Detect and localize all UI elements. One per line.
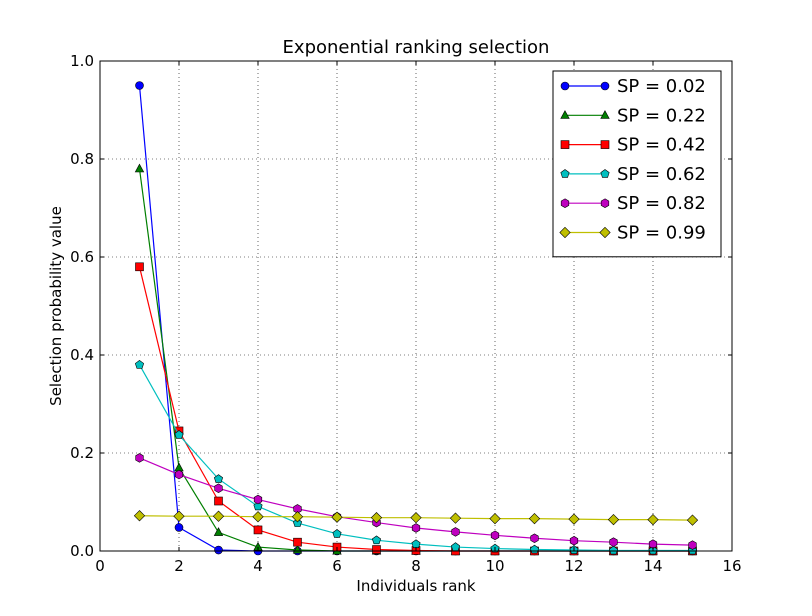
x-tick-label: 8	[411, 557, 421, 575]
data-point	[134, 360, 145, 369]
data-point	[370, 512, 383, 524]
legend-marker	[560, 81, 570, 91]
legend-marker	[600, 140, 610, 149]
data-point	[490, 530, 500, 541]
data-point	[214, 545, 223, 555]
legend-item: SP = 0.82	[560, 193, 706, 214]
grid-lines	[100, 61, 732, 551]
y-tick-label: 0.4	[70, 346, 94, 364]
legend-marker	[560, 110, 570, 119]
legend-marker	[560, 198, 570, 208]
data-point	[291, 511, 304, 523]
data-point	[647, 514, 659, 526]
data-point	[135, 262, 144, 272]
data-point	[293, 537, 302, 547]
data-point	[686, 514, 699, 526]
data-point	[609, 537, 618, 547]
legend-item: SP = 0.22	[560, 105, 706, 126]
x-tick-label: 4	[253, 557, 263, 575]
data-point	[213, 474, 224, 483]
data-point	[292, 518, 303, 527]
x-tick-label: 12	[564, 557, 583, 575]
data-point	[411, 523, 421, 533]
data-point	[214, 483, 223, 494]
legend-marker	[560, 140, 570, 149]
legend: SP = 0.02 SP = 0.22 SP = 0.42 SP = 0.62 SP =…	[552, 70, 722, 258]
x-axis-label: Individuals rank	[356, 577, 476, 595]
data-point	[688, 540, 697, 550]
data-point	[528, 513, 541, 525]
data-point	[608, 545, 619, 555]
y-tick-label: 1.0	[70, 52, 94, 70]
data-point	[607, 514, 620, 526]
x-tick-label: 2	[174, 557, 184, 575]
data-point	[410, 512, 422, 524]
data-point	[253, 494, 263, 505]
data-point	[449, 512, 462, 524]
x-tick-label: 16	[722, 557, 741, 575]
y-tick-label: 0.6	[70, 248, 94, 266]
x-tick-label: 6	[332, 557, 342, 575]
legend-marker	[559, 226, 571, 239]
data-point	[253, 501, 263, 511]
legend-label: SP = 0.42	[617, 135, 706, 156]
data-point	[569, 535, 579, 546]
legend-label: SP = 0.22	[617, 105, 706, 126]
data-point	[489, 513, 501, 525]
y-tick-label: 0.0	[70, 542, 94, 560]
legend-label: SP = 0.99	[617, 223, 706, 244]
data-point	[332, 529, 342, 538]
data-point	[174, 430, 184, 439]
legend-item: SP = 0.02	[560, 76, 706, 97]
data-point	[213, 527, 224, 536]
x-tick-label: 10	[485, 557, 504, 575]
data-point	[214, 496, 223, 506]
legend-label: SP = 0.82	[617, 193, 706, 214]
legend-marker	[560, 169, 570, 178]
data-point	[252, 511, 264, 523]
data-point	[135, 453, 144, 463]
data-point	[451, 527, 460, 537]
data-point	[331, 511, 343, 523]
x-tick-label: 14	[643, 557, 662, 575]
y-tick-label: 0.2	[70, 444, 94, 462]
data-point	[133, 510, 146, 522]
plot-series	[133, 81, 699, 556]
x-tick-label: 0	[95, 557, 105, 575]
data-point	[174, 469, 184, 480]
data-point	[568, 513, 580, 525]
data-point	[212, 510, 225, 522]
legend-label: SP = 0.62	[617, 164, 706, 185]
data-point	[253, 525, 263, 535]
legend-marker	[600, 110, 610, 119]
legend-marker	[599, 226, 611, 239]
data-point	[173, 510, 185, 522]
legend-label: SP = 0.02	[617, 76, 706, 97]
chart-title: Exponential ranking selection	[283, 37, 550, 58]
data-point	[372, 545, 381, 554]
legend-marker	[600, 169, 610, 178]
data-point	[174, 523, 184, 532]
y-tick-label: 0.8	[70, 150, 94, 168]
legend-item: SP = 0.62	[560, 164, 706, 185]
data-point	[371, 535, 382, 545]
axis-ticks: 0 2 4 6 8 10 12 14 16 0.0 0.2 0.4 0.6 0.8 1.0	[70, 52, 741, 575]
legend-item: SP = 0.42	[560, 135, 706, 156]
y-axis-label: Selection probability value	[47, 206, 65, 406]
legend-marker	[600, 198, 610, 208]
series-6	[133, 510, 699, 526]
data-point	[134, 163, 145, 173]
data-point	[530, 533, 539, 544]
legend-box	[552, 70, 722, 258]
legend-marker	[600, 81, 610, 91]
data-point	[135, 81, 144, 90]
legend-item: SP = 0.99	[559, 223, 706, 244]
